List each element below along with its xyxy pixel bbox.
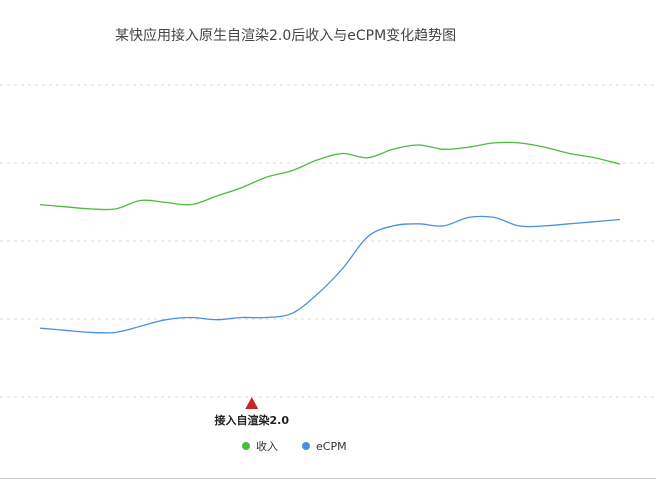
legend-dot-income-icon [242,442,250,450]
bottom-divider [0,478,656,479]
series-line-0 [39,141,621,211]
grid-lines [0,84,656,398]
annotation-marker-triangle-icon [245,397,259,409]
legend-label-ecpm: eCPM [316,439,347,453]
legend-label-income: 收入 [256,440,278,453]
series-lines [39,141,621,334]
chart-legend: 收入 eCPM [242,438,371,454]
annotation-layer [245,397,259,409]
legend-item-income[interactable]: 收入 [242,438,278,454]
series-line-1 [39,215,621,334]
legend-dot-ecpm-icon [302,442,310,450]
legend-item-ecpm[interactable]: eCPM [302,440,347,453]
chart-title: 某快应用接入原生自渲染2.0后收入与eCPM变化趋势图 [115,28,457,44]
annotation-label: 接入自渲染2.0 [214,414,289,427]
